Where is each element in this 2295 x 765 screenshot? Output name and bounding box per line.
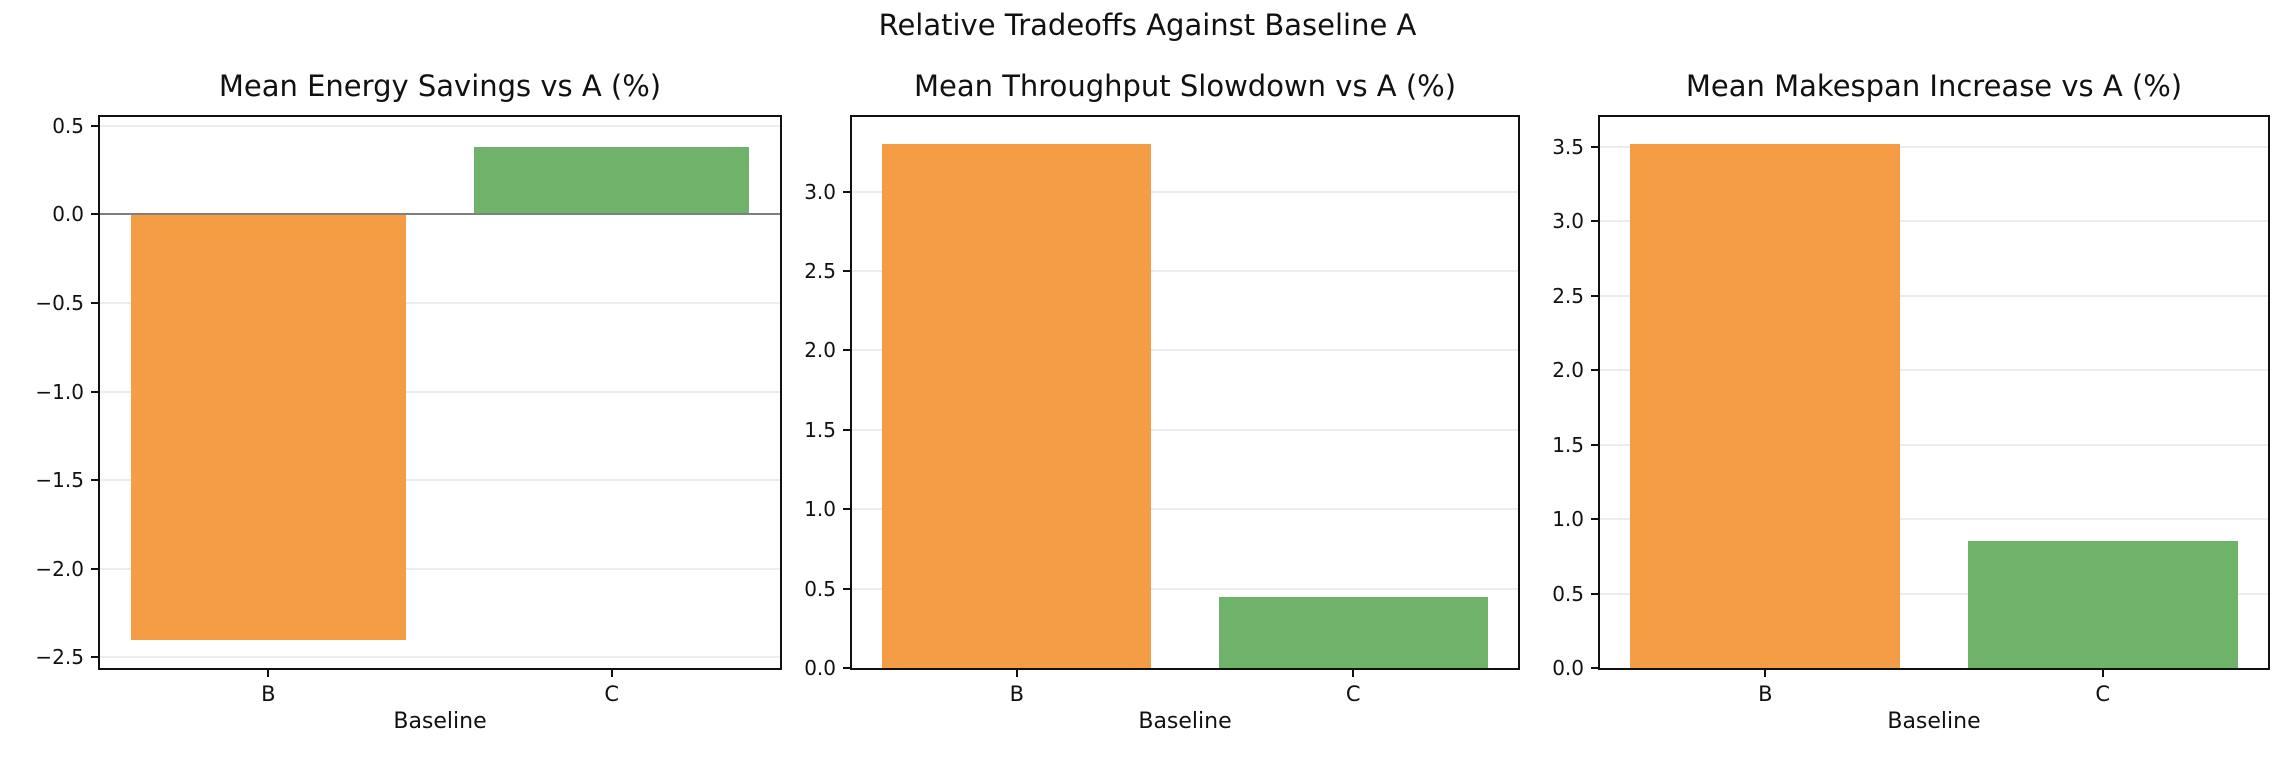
subplot-title: Mean Makespan Increase vs A (%): [1685, 69, 2183, 103]
gridline: [100, 567, 780, 570]
plot-area: 0.5 0.0 −0.5 −1.0 −1.5 −2.0 −2.5 B C: [35, 115, 782, 705]
x-tick-label: B: [1009, 682, 1025, 706]
gridline: [852, 349, 1518, 352]
y-tick-label: 2.0: [804, 338, 836, 363]
y-tick-label: 3.0: [804, 179, 836, 204]
y-tick-mark: [1591, 667, 1598, 669]
gridline: [1600, 518, 2268, 521]
x-axis-label: Baseline: [1138, 709, 1232, 734]
x-tick-mark: [2101, 670, 2104, 677]
y-tick-mark: [1591, 294, 1598, 297]
y-tick-mark: [91, 567, 98, 570]
x-tick-label: C: [1345, 682, 1361, 706]
gridline: [100, 390, 780, 393]
y-tick-mark: [1591, 518, 1598, 521]
x-tick-mark: [267, 670, 270, 677]
y-tick-label: 0.0: [52, 202, 84, 227]
y-tick-mark: [91, 656, 98, 659]
y-tick-mark: [91, 213, 98, 216]
gridline: [100, 124, 780, 127]
gridline: [852, 587, 1518, 590]
x-tick-mark: [1015, 670, 1018, 677]
gridline: [100, 479, 780, 482]
y-tick-label: 0.5: [52, 113, 84, 138]
y-tick-label: −2.5: [35, 645, 84, 670]
subplot-title: Mean Energy Savings vs A (%): [218, 69, 662, 103]
y-tick-mark: [1591, 443, 1598, 446]
x-tick-mark: [610, 670, 613, 677]
gridline: [852, 270, 1518, 273]
x-tick-mark: [1352, 670, 1355, 677]
y-tick-mark: [1591, 220, 1598, 223]
subplot-makespan-increase: Mean Makespan Increase vs A (%) 3.5 3.0 2.…: [1552, 0, 2270, 765]
subplot-title: Mean Throughput Slowdown vs A (%): [913, 69, 1457, 103]
gridline: [852, 508, 1518, 511]
y-tick-mark: [1591, 145, 1598, 148]
y-tick-mark: [91, 390, 98, 393]
y-tick-label: 2.5: [804, 259, 836, 284]
y-tick-label: 1.0: [1552, 507, 1584, 532]
x-tick-label: C: [604, 682, 620, 706]
gridline: [852, 428, 1518, 431]
gridline: [1600, 443, 2268, 446]
bar-C: [474, 147, 750, 215]
y-tick-mark: [843, 428, 850, 431]
y-tick-mark: [843, 587, 850, 590]
y-tick-label: 1.5: [1552, 432, 1584, 457]
y-tick-mark: [1591, 369, 1598, 372]
y-tick-mark: [91, 479, 98, 482]
subplot-throughput-slowdown: Mean Throughput Slowdown vs A (%) 3.0 2.5…: [804, 0, 1520, 765]
bar-B: [1630, 143, 1901, 668]
y-tick-label: 1.5: [804, 417, 836, 442]
figure-suptitle: Relative Tradeoffs Against Baseline A: [878, 8, 1417, 42]
y-tick-label: 0.5: [1552, 581, 1584, 606]
y-tick-label: −1.0: [35, 379, 84, 404]
gridline: [100, 656, 780, 659]
bar-B: [882, 143, 1152, 668]
gridline: [1600, 294, 2268, 297]
y-tick-label: 2.5: [1552, 283, 1584, 308]
bar-C: [1218, 596, 1488, 668]
y-tick-mark: [843, 349, 850, 352]
gridline: [1600, 145, 2268, 148]
y-tick-mark: [843, 190, 850, 193]
bar-B: [130, 214, 406, 640]
y-tick-label: 0.5: [804, 576, 836, 601]
y-tick-label: 0.0: [804, 656, 836, 680]
y-tick-label: 0.0: [1552, 656, 1584, 680]
y-tick-mark: [1591, 592, 1598, 595]
x-tick-mark: [1764, 670, 1767, 677]
y-tick-label: 1.0: [804, 497, 836, 522]
y-tick-mark: [91, 302, 98, 305]
y-tick-label: −1.5: [35, 468, 84, 493]
y-tick-mark: [843, 270, 850, 273]
plot-area: 3.5 3.0 2.5 2.0 1.5 1.0 0.5 0.0 B C: [1552, 115, 2270, 705]
zero-line: [100, 213, 780, 216]
subplot-energy-savings: Mean Energy Savings vs A (%) 0.5 0.0 −0.5 −…: [35, 0, 782, 765]
y-tick-mark: [91, 124, 98, 127]
plot-area: 3.0 2.5 2.0 1.5 1.0 0.5 0.0 B C: [804, 115, 1520, 705]
y-tick-mark: [843, 667, 850, 669]
x-axis-label: Baseline: [1887, 709, 1981, 734]
y-tick-mark: [843, 508, 850, 511]
gridline: [100, 302, 780, 305]
x-tick-label: C: [2095, 682, 2110, 706]
y-tick-label: 3.5: [1552, 134, 1584, 159]
y-tick-label: 2.0: [1552, 358, 1584, 383]
gridline: [1600, 369, 2268, 372]
y-tick-label: −0.5: [35, 291, 84, 316]
x-tick-label: B: [1758, 682, 1773, 706]
x-axis-label: Baseline: [393, 709, 487, 734]
x-tick-label: B: [261, 682, 276, 706]
y-tick-label: 3.0: [1552, 209, 1584, 234]
gridline: [1600, 220, 2268, 223]
gridline: [852, 190, 1518, 193]
bar-C: [1967, 541, 2238, 668]
y-tick-label: −2.0: [35, 556, 84, 581]
gridline: [1600, 592, 2268, 595]
